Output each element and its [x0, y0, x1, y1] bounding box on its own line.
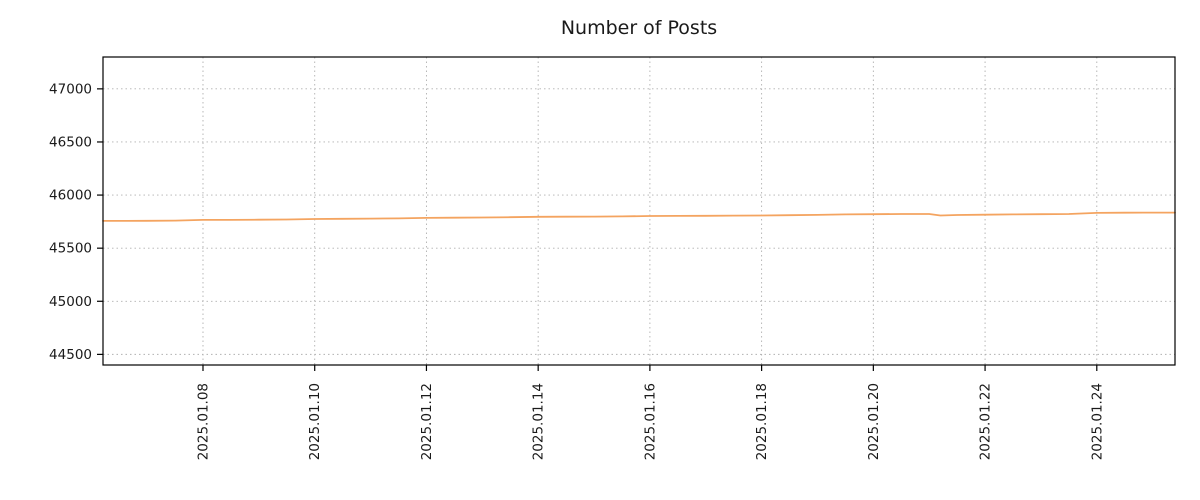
- x-tick-label: 2025.01.12: [419, 383, 435, 460]
- x-tick-label: 2025.01.20: [866, 383, 882, 460]
- x-tick-label: 2025.01.22: [978, 383, 994, 460]
- x-tick-label: 2025.01.16: [642, 383, 658, 460]
- x-tick-label: 2025.01.24: [1089, 383, 1105, 460]
- x-tick-label: 2025.01.08: [195, 383, 211, 460]
- y-tick-label: 47000: [49, 81, 92, 97]
- x-tick-label: 2025.01.18: [754, 383, 770, 460]
- y-tick-label: 46000: [49, 188, 92, 204]
- y-tick-label: 44500: [49, 347, 92, 363]
- x-tick-label: 2025.01.14: [531, 383, 547, 460]
- y-tick-label: 45500: [49, 241, 92, 257]
- y-tick-label: 46500: [49, 134, 92, 150]
- chart-title: Number of Posts: [560, 17, 718, 39]
- x-tick-label: 2025.01.10: [307, 383, 323, 460]
- plot-frame: [102, 56, 1176, 366]
- y-tick-label: 45000: [49, 294, 92, 310]
- series-line-posts: [102, 211, 1176, 222]
